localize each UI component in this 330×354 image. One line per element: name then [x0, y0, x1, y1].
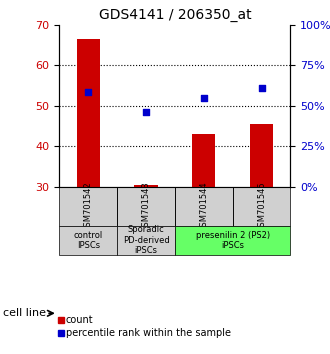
Title: GDS4141 / 206350_at: GDS4141 / 206350_at [99, 8, 251, 22]
Point [259, 85, 264, 90]
FancyBboxPatch shape [59, 226, 117, 255]
FancyBboxPatch shape [117, 226, 175, 255]
Text: GSM701544: GSM701544 [199, 181, 208, 232]
FancyBboxPatch shape [175, 187, 233, 226]
Bar [192, 134, 215, 187]
Bar [135, 185, 158, 187]
Text: percentile rank within the sample: percentile rank within the sample [66, 328, 231, 338]
Text: count: count [66, 315, 94, 325]
Text: GSM701543: GSM701543 [142, 181, 150, 232]
Text: Sporadic
PD-derived
iPSCs: Sporadic PD-derived iPSCs [123, 225, 169, 255]
Text: GSM701542: GSM701542 [84, 181, 93, 232]
FancyBboxPatch shape [233, 187, 290, 226]
Point [85, 89, 91, 95]
FancyBboxPatch shape [59, 187, 117, 226]
Text: control
IPSCs: control IPSCs [74, 230, 103, 250]
Text: cell line: cell line [3, 308, 46, 318]
Point [201, 95, 207, 101]
Text: GSM701545: GSM701545 [257, 181, 266, 232]
Bar [77, 39, 100, 187]
Text: presenilin 2 (PS2)
iPSCs: presenilin 2 (PS2) iPSCs [196, 230, 270, 250]
Point [143, 109, 148, 115]
FancyBboxPatch shape [117, 187, 175, 226]
FancyBboxPatch shape [175, 226, 290, 255]
Bar [250, 124, 273, 187]
